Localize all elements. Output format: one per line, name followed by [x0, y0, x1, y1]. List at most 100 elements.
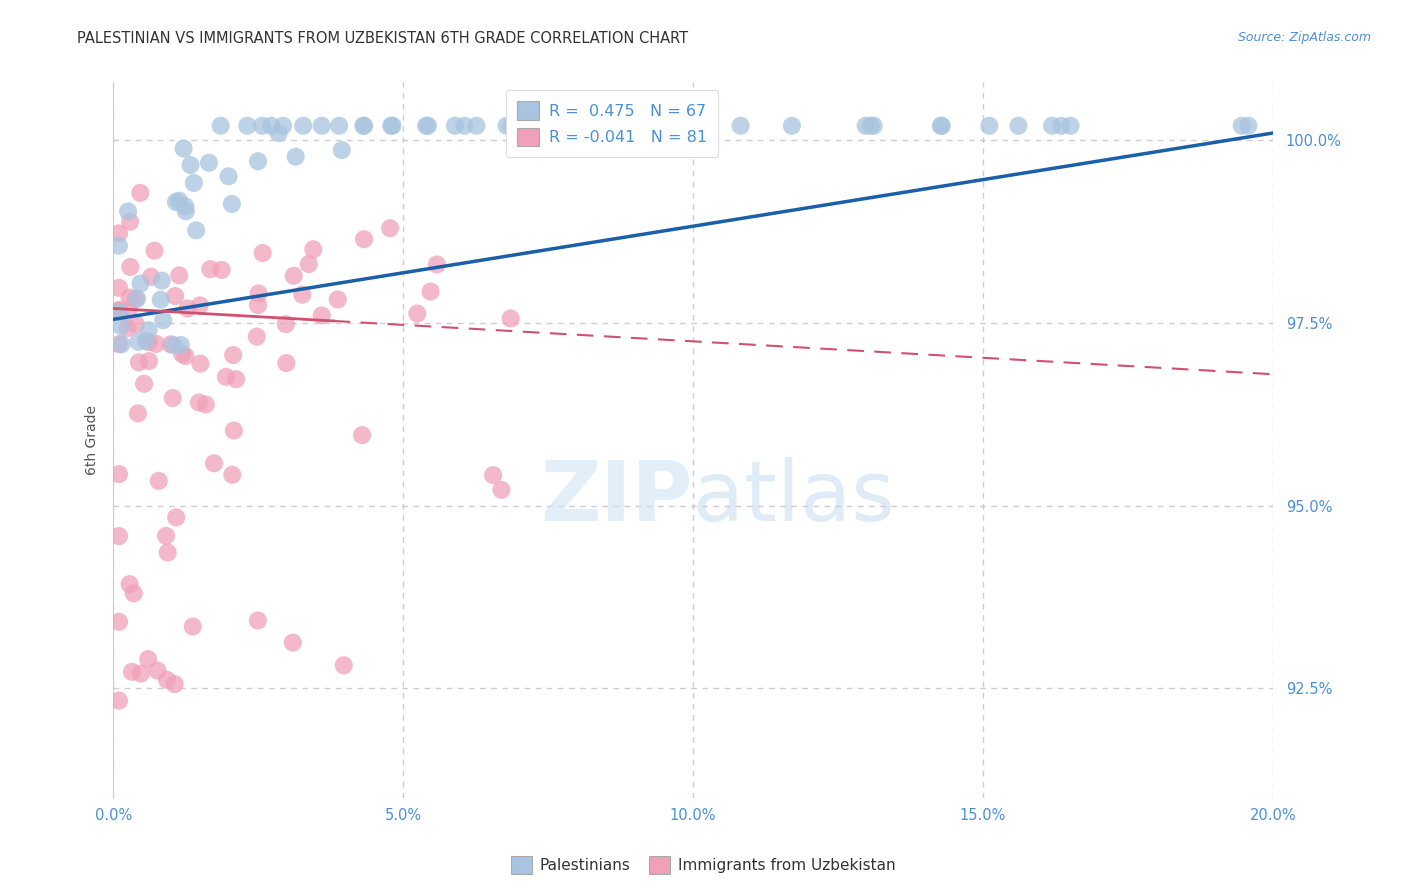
Point [406, 307, 429, 321]
Point [148, 474, 170, 488]
Point [499, 311, 522, 326]
Point [156, 673, 179, 687]
Text: Source: ZipAtlas.com: Source: ZipAtlas.com [1237, 31, 1371, 45]
Point [465, 119, 488, 133]
Point [1007, 119, 1029, 133]
Point [211, 263, 233, 277]
Point [143, 244, 166, 258]
Point [419, 285, 441, 299]
Point [276, 356, 298, 370]
Point [181, 619, 204, 633]
Point [162, 391, 184, 405]
Point [252, 246, 274, 260]
Point [630, 119, 652, 133]
Point [145, 337, 167, 351]
Point [165, 194, 187, 209]
Point [108, 337, 131, 351]
Point [236, 119, 259, 133]
Point [246, 329, 269, 343]
Point [128, 355, 150, 369]
Legend: Palestinians, Immigrants from Uzbekistan: Palestinians, Immigrants from Uzbekistan [505, 850, 901, 880]
Point [730, 119, 752, 133]
Point [381, 119, 404, 133]
Legend: R =  0.475   N = 67, R = -0.041   N = 81: R = 0.475 N = 67, R = -0.041 N = 81 [506, 90, 718, 157]
Point [127, 334, 149, 349]
Point [136, 652, 159, 666]
Point [274, 317, 297, 331]
Point [292, 119, 315, 133]
Point [426, 258, 449, 272]
Point [188, 395, 211, 409]
Point [862, 119, 884, 133]
Point [218, 169, 240, 184]
Point [1059, 119, 1081, 133]
Point [250, 119, 273, 133]
Point [194, 398, 217, 412]
Point [174, 204, 197, 219]
Point [167, 194, 190, 208]
Point [215, 369, 238, 384]
Point [291, 287, 314, 301]
Point [453, 119, 475, 133]
Point [328, 119, 350, 133]
Point [333, 658, 356, 673]
Point [118, 577, 141, 591]
Point [138, 354, 160, 368]
Point [108, 615, 131, 629]
Point [108, 227, 131, 241]
Point [108, 304, 131, 318]
Point [127, 292, 149, 306]
Point [225, 372, 247, 386]
Point [416, 119, 439, 133]
Point [186, 223, 208, 237]
Point [929, 119, 952, 133]
Point [603, 119, 626, 133]
Point [311, 309, 333, 323]
Point [138, 323, 160, 337]
Point [298, 257, 321, 271]
Point [202, 456, 225, 470]
Point [221, 467, 243, 482]
Point [132, 376, 155, 391]
Point [108, 281, 131, 295]
Point [200, 262, 222, 277]
Point [491, 483, 513, 497]
Point [176, 301, 198, 316]
Point [146, 664, 169, 678]
Point [284, 150, 307, 164]
Point [120, 215, 142, 229]
Point [162, 338, 184, 352]
Point [110, 337, 132, 351]
Point [108, 529, 131, 543]
Point [120, 260, 142, 274]
Point [117, 321, 139, 335]
Point [352, 428, 374, 442]
Point [165, 289, 187, 303]
Point [117, 204, 139, 219]
Point [311, 119, 333, 133]
Point [979, 119, 1001, 133]
Point [149, 293, 172, 307]
Point [118, 291, 141, 305]
Point [121, 665, 143, 679]
Point [222, 424, 245, 438]
Point [444, 119, 467, 133]
Point [122, 586, 145, 600]
Point [524, 119, 547, 133]
Point [247, 154, 270, 169]
Point [931, 119, 953, 133]
Point [198, 156, 221, 170]
Point [326, 293, 349, 307]
Point [1230, 119, 1253, 133]
Point [183, 176, 205, 190]
Point [482, 468, 505, 483]
Point [353, 232, 375, 246]
Text: atlas: atlas [693, 457, 894, 538]
Point [378, 221, 401, 235]
Point [173, 142, 195, 156]
Point [415, 119, 437, 133]
Point [180, 158, 202, 172]
Point [501, 119, 523, 133]
Point [129, 666, 152, 681]
Point [118, 301, 141, 316]
